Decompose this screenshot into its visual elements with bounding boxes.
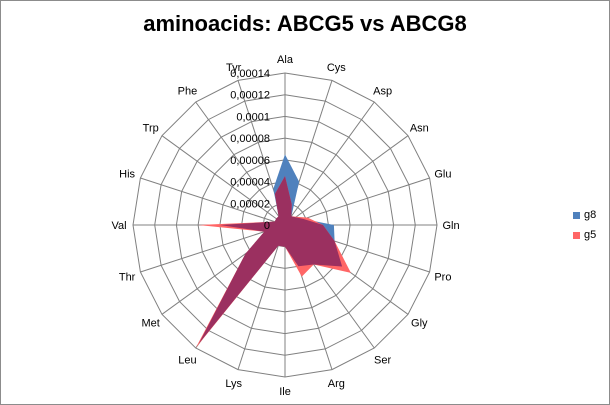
value-tick-label: 0,00012: [230, 90, 270, 102]
value-tick-label: 0,00002: [230, 198, 270, 210]
category-label: Gly: [411, 318, 428, 330]
legend-swatch-g8: [573, 211, 580, 219]
category-label: Val: [111, 220, 126, 232]
legend-item-g8: g8: [573, 205, 596, 225]
value-tick-label: 0,00008: [230, 133, 270, 145]
grid-spoke: [237, 224, 286, 370]
category-label: Asn: [410, 122, 429, 134]
category-label: Pro: [434, 271, 451, 283]
category-label: Leu: [178, 354, 196, 366]
category-label: Ala: [277, 54, 294, 66]
chart-title: aminoacids: ABCG5 vs ABCG8: [143, 11, 467, 36]
value-tick-label: 0,00006: [230, 155, 270, 167]
grid-spoke: [140, 177, 286, 226]
grid-spoke: [195, 101, 286, 226]
category-label: Tyr: [226, 62, 242, 74]
category-label: Ser: [374, 354, 391, 366]
legend-swatch-g5: [573, 231, 580, 239]
value-tick-label: 0,0001: [236, 111, 270, 123]
category-label: Lys: [225, 378, 242, 390]
value-tick-label: 0,00004: [230, 177, 270, 189]
category-label: Gln: [442, 220, 459, 232]
category-label: Trp: [143, 122, 159, 134]
value-tick-label: 0: [264, 220, 270, 232]
legend: g8 g5: [573, 205, 596, 245]
category-label: Met: [142, 318, 160, 330]
series-overlap-area: [198, 176, 343, 344]
category-label: Phe: [178, 86, 198, 98]
legend-label-g5: g5: [584, 229, 597, 241]
category-label: Asp: [373, 86, 392, 98]
legend-item-g5: g5: [573, 225, 596, 245]
grid-spoke: [284, 101, 375, 226]
category-label: Cys: [327, 62, 346, 74]
category-label: Thr: [119, 271, 136, 283]
grid-spoke: [284, 177, 430, 226]
value-tick-label: 0,00014: [230, 68, 270, 80]
grid-spoke: [140, 224, 286, 273]
grid-spoke: [284, 135, 409, 226]
legend-label-g8: g8: [584, 209, 597, 221]
category-label: Ile: [279, 386, 291, 398]
category-label: Glu: [434, 169, 451, 181]
category-label: Arg: [328, 378, 345, 390]
grid-spoke: [161, 135, 286, 226]
category-label: His: [119, 169, 135, 181]
